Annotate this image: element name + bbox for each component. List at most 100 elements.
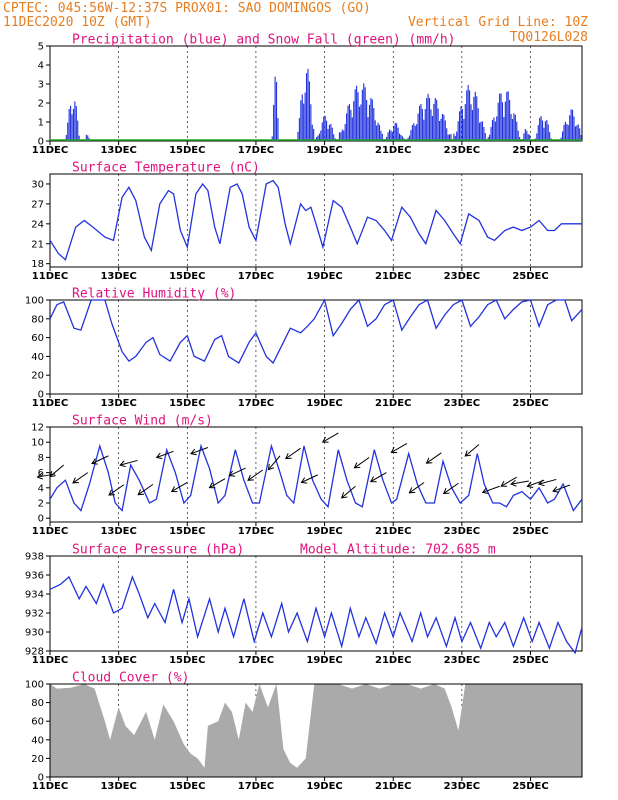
precip-bar bbox=[311, 124, 313, 141]
x-tick-label: 23DEC bbox=[444, 398, 480, 409]
wind-arrow bbox=[91, 455, 109, 464]
x-tick-label: 23DEC bbox=[444, 655, 480, 666]
precip-bar bbox=[396, 123, 398, 141]
y-tick-label: 0 bbox=[38, 514, 44, 525]
precip-bar bbox=[496, 116, 498, 141]
x-tick-label: 11DEC bbox=[32, 526, 68, 537]
precip-bar bbox=[457, 121, 459, 141]
precip-bar bbox=[540, 116, 542, 141]
x-tick-label: 23DEC bbox=[444, 271, 480, 282]
precip-bar bbox=[427, 93, 429, 141]
x-tick-label: 17DEC bbox=[238, 781, 274, 792]
wind-arrow bbox=[301, 474, 318, 483]
precip-bar bbox=[77, 120, 79, 141]
wind-arrow bbox=[500, 476, 518, 487]
precip-bar bbox=[507, 91, 509, 141]
wind-arrow-head bbox=[247, 474, 254, 481]
plot-frame-overlay bbox=[49, 683, 583, 778]
precip-bar bbox=[539, 117, 541, 141]
precip-bar bbox=[467, 85, 469, 141]
wind-arrow-head bbox=[170, 486, 178, 493]
precip-bar bbox=[433, 103, 435, 141]
precip-bar bbox=[416, 124, 418, 141]
precip-bar bbox=[450, 134, 452, 141]
precip-bar bbox=[391, 131, 393, 141]
precip-bar bbox=[543, 127, 545, 141]
wind-arrow-head bbox=[442, 488, 450, 495]
precip-bar bbox=[68, 109, 70, 141]
precip-bar bbox=[428, 98, 431, 141]
x-tick-label: 25DEC bbox=[512, 398, 548, 409]
series-line bbox=[49, 443, 583, 513]
precip-bar bbox=[394, 122, 396, 141]
x-tick-label: 25DEC bbox=[512, 271, 548, 282]
precip-bar bbox=[510, 114, 512, 141]
wind-arrow bbox=[171, 482, 188, 492]
precip-bar bbox=[571, 109, 574, 141]
y-tick-label: 20 bbox=[31, 371, 44, 382]
x-tick-label: 25DEC bbox=[512, 781, 548, 792]
precip-bar bbox=[487, 136, 489, 141]
x-tick-label: 15DEC bbox=[169, 398, 205, 409]
precip-bar bbox=[566, 124, 568, 141]
precip-bar bbox=[400, 134, 402, 141]
precip-bar bbox=[480, 121, 482, 141]
precip-bar bbox=[70, 105, 72, 141]
wind-arrow bbox=[190, 447, 209, 455]
precip-bar bbox=[444, 120, 446, 141]
precip-bar bbox=[357, 92, 359, 141]
precip-bar bbox=[497, 102, 499, 141]
x-tick-label: 19DEC bbox=[306, 145, 342, 156]
precip-bar bbox=[491, 119, 494, 141]
y-tick-label: 100 bbox=[25, 680, 44, 691]
precip-bar bbox=[541, 120, 544, 141]
precip-bar bbox=[78, 135, 80, 141]
precip-bar bbox=[327, 128, 329, 141]
precip-bar bbox=[368, 104, 371, 141]
y-tick-label: 60 bbox=[31, 717, 44, 728]
precip-bar bbox=[430, 109, 432, 141]
precip-bar bbox=[377, 122, 379, 141]
y-tick-label: 932 bbox=[25, 609, 44, 620]
panel-3: 11DEC 13DEC 15DEC 17DEC 19DEC 21DEC 23DEC 25DEC… bbox=[31, 414, 583, 537]
precip-bar bbox=[410, 130, 412, 141]
precip-bar bbox=[573, 116, 575, 141]
precip-bar bbox=[509, 99, 511, 141]
x-tick-label: 13DEC bbox=[100, 271, 136, 282]
precip-bar bbox=[316, 137, 318, 141]
precip-bar bbox=[506, 91, 508, 141]
wind-arrow bbox=[482, 485, 500, 493]
wind-arrow-head bbox=[91, 458, 98, 465]
wind-arrow bbox=[552, 484, 571, 492]
y-tick-label: 4 bbox=[38, 61, 44, 72]
wind-arrow bbox=[229, 467, 246, 477]
precip-bar bbox=[483, 127, 485, 141]
precip-bar bbox=[438, 120, 441, 141]
precip-bar bbox=[274, 76, 276, 141]
x-tick-label: 15DEC bbox=[169, 526, 205, 537]
precip-bar bbox=[489, 134, 491, 141]
wind-arrow-head bbox=[119, 460, 126, 468]
header-code: TQ0126L028 bbox=[510, 30, 588, 45]
precip-bar bbox=[317, 135, 319, 141]
x-tick-label: 15DEC bbox=[169, 655, 205, 666]
y-tick-label: 3 bbox=[38, 80, 44, 91]
precip-bar bbox=[537, 125, 539, 141]
wind-arrow bbox=[538, 478, 557, 485]
wind-arrow-head bbox=[552, 486, 559, 493]
precip-bar bbox=[529, 134, 531, 141]
precip-bar bbox=[363, 83, 365, 141]
precip-bar bbox=[481, 121, 484, 141]
precip-bar bbox=[380, 130, 382, 141]
wind-arrow-head bbox=[526, 481, 534, 488]
precip-bar bbox=[456, 131, 458, 141]
x-tick-label: 11DEC bbox=[32, 145, 68, 156]
wind-arrow-head bbox=[353, 462, 361, 469]
precip-bar bbox=[398, 133, 401, 141]
wind-arrow bbox=[510, 480, 529, 485]
precip-bar bbox=[423, 119, 425, 141]
y-tick-label: 934 bbox=[25, 590, 44, 601]
precip-bar bbox=[87, 135, 89, 141]
wind-arrow bbox=[268, 455, 281, 470]
wind-arrow bbox=[120, 459, 138, 466]
